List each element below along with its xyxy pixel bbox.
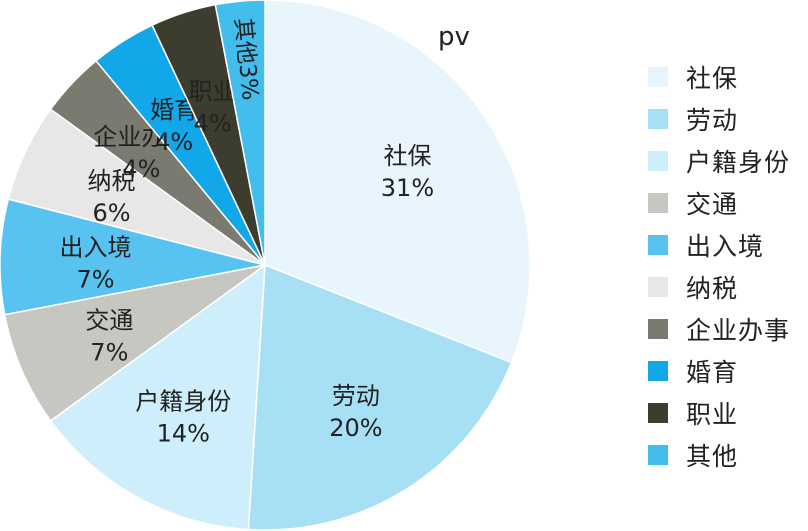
legend: 社保劳动户籍身份交通出入境纳税企业办事婚育职业其他	[648, 56, 808, 476]
slice-label-6: 纳税 6%	[88, 167, 136, 227]
legend-label-1: 社保	[686, 64, 739, 93]
legend-label-8: 婚育	[686, 358, 739, 387]
pie-slice-4	[3, 264, 266, 422]
legend-label-9: 职业	[686, 400, 739, 429]
pie-slice-1	[264, 0, 531, 364]
slice-label-2: 劳动 20%	[329, 382, 382, 442]
pie-slice-3	[49, 263, 266, 531]
legend-swatch-1	[648, 67, 668, 87]
legend-label-10: 其他	[686, 442, 739, 471]
pie-slice-5	[0, 198, 266, 316]
legend-item-6: 纳税	[648, 266, 808, 308]
legend-swatch-3	[648, 151, 668, 171]
legend-swatch-8	[648, 361, 668, 381]
legend-label-7: 企业办事	[686, 316, 791, 345]
pie-slice-10	[214, 0, 266, 266]
legend-item-7: 企业办事	[648, 308, 808, 350]
slice-label-1: 社保 31%	[381, 142, 434, 202]
slice-label-9: 职业 4%	[189, 78, 237, 138]
pie-slice-2	[247, 263, 513, 531]
legend-swatch-9	[648, 403, 668, 423]
legend-label-3: 户籍身份	[686, 148, 791, 177]
legend-label-2: 劳动	[686, 106, 739, 135]
slice-label-4: 交通 7%	[85, 306, 133, 366]
legend-item-5: 出入境	[648, 224, 808, 266]
legend-item-9: 职业	[648, 392, 808, 434]
chart-title: pv	[438, 22, 470, 52]
legend-item-8: 婚育	[648, 350, 808, 392]
legend-swatch-4	[648, 193, 668, 213]
slice-label-5: 出入境 7%	[59, 234, 131, 294]
legend-label-5: 出入境	[686, 232, 765, 261]
slice-label-8: 婚育 4%	[150, 96, 198, 156]
legend-item-4: 交通	[648, 182, 808, 224]
legend-item-1: 社保	[648, 56, 808, 98]
legend-item-10: 其他	[648, 434, 808, 476]
legend-swatch-10	[648, 445, 668, 465]
legend-item-3: 户籍身份	[648, 140, 808, 182]
slice-label-3: 户籍身份 14%	[135, 388, 231, 448]
legend-label-6: 纳税	[686, 274, 739, 303]
legend-swatch-6	[648, 277, 668, 297]
legend-label-4: 交通	[686, 190, 739, 219]
legend-swatch-5	[648, 235, 668, 255]
legend-swatch-7	[648, 319, 668, 339]
legend-item-2: 劳动	[648, 98, 808, 140]
legend-swatch-2	[648, 109, 668, 129]
